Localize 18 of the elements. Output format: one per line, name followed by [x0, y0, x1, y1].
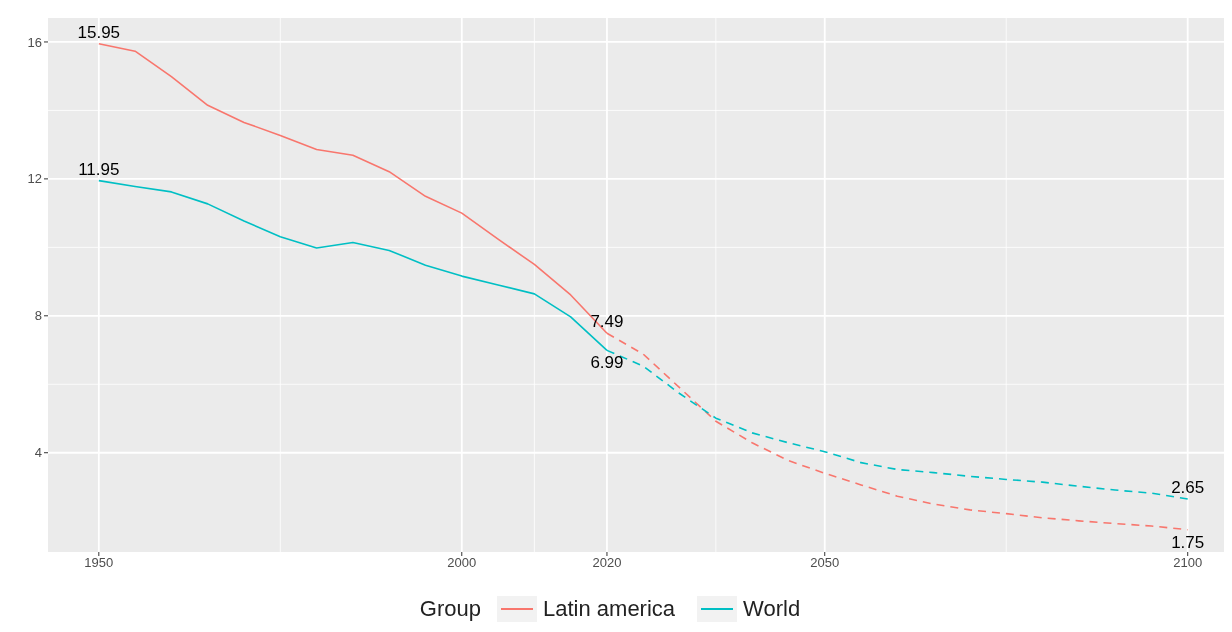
x-tick-label: 2020 — [592, 555, 622, 571]
y-tick-label: 8 — [34, 308, 42, 324]
legend-label: Latin america — [543, 596, 676, 622]
annotation: 7.49 — [590, 312, 624, 332]
y-tick-label: 16 — [27, 34, 42, 50]
annotation: 11.95 — [78, 159, 120, 179]
x-tick-label: 2000 — [447, 555, 477, 571]
legend-title: Group — [419, 596, 481, 622]
x-tick-label: 1950 — [84, 555, 114, 571]
x-tick-label: 2050 — [810, 555, 840, 571]
annotation: 1.75 — [1171, 532, 1205, 552]
x-tick-label: 2100 — [1173, 555, 1203, 571]
legend-label: World — [743, 596, 801, 622]
y-tick-label: 12 — [27, 171, 42, 187]
annotation: 6.99 — [590, 353, 624, 373]
annotation: 2.65 — [1171, 477, 1205, 497]
annotation: 15.95 — [77, 22, 121, 42]
y-tick-label: 4 — [34, 445, 42, 461]
